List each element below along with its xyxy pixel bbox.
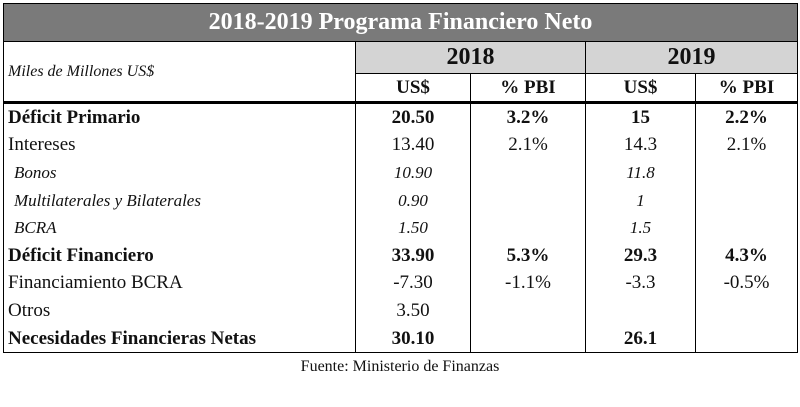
year-header: 2019 [584,41,799,74]
table-cell [470,297,586,325]
table-cell: 11.8 [585,159,696,187]
column-header: US$ [355,73,471,104]
source-note: Fuente: Ministerio de Finanzas [300,358,500,375]
table-cell: 10.90 [355,159,471,187]
row-label: BCRA [3,214,356,242]
table-cell: 26.1 [585,324,696,354]
table-cell: -3.3 [585,269,696,298]
table-cell: 1.5 [585,214,696,242]
table-row: Déficit Financiero 33.90 5.3% 29.3 4.3% [3,241,799,270]
table-cell [470,324,586,354]
table-cell: 15 [585,102,696,132]
row-label: Necesidades Financieras Netas [3,324,356,354]
table-cell [470,186,586,215]
row-label: Multilaterales y Bilaterales [3,186,356,215]
table-cell: 14.3 [585,131,696,160]
row-label: Financiamiento BCRA [3,269,356,298]
column-header: % PBI [470,73,586,104]
table-cell: -1.1% [470,269,586,298]
table-row: BCRA 1.50 1.5 [3,214,799,242]
column-header: US$ [585,73,696,104]
table-title: 2018-2019 Programa Financiero Neto [2,3,799,42]
row-label: Otros [3,297,356,325]
table-cell: 1 [585,186,696,215]
table-row: Multilaterales y Bilaterales 0.90 1 [3,186,799,215]
table-cell [694,186,799,215]
table-cell: 3.2% [470,102,586,132]
table-row: Déficit Primario 20.50 3.2% 15 2.2% [3,102,799,132]
table-cell: 2.2% [694,102,799,132]
unit-label: Miles de Millones US$ [3,41,356,104]
table-cell: 13.40 [355,131,471,160]
table-cell [694,214,799,242]
table-cell [694,324,799,354]
table-row: Financiamiento BCRA -7.30 -1.1% -3.3 -0.5% [3,269,799,298]
row-label: Déficit Financiero [3,241,356,270]
table-cell: 33.90 [355,241,471,270]
table-row: Bonos 10.90 11.8 [3,159,799,187]
table-cell: 30.10 [355,324,471,354]
table-cell: 1.50 [355,214,471,242]
table-cell: 2.1% [470,131,586,160]
table-body: Déficit Primario 20.50 3.2% 15 2.2% Intereses… [3,102,799,354]
table-row: Otros 3.50 [3,297,799,325]
table-row: Intereses 13.40 2.1% 14.3 2.1% [3,131,799,160]
table-cell [470,159,586,187]
row-label: Bonos [3,159,356,187]
table-cell [694,159,799,187]
table-wrap: 2018-2019 Programa Financiero Neto Miles… [2,3,799,354]
table-row: Necesidades Financieras Netas 30.10 26.1 [3,324,799,354]
year-header: 2018 [355,41,586,74]
finance-table: 2018-2019 Programa Financiero Neto Miles… [2,3,799,354]
table-cell: 0.90 [355,186,471,215]
table-cell: 5.3% [470,241,586,270]
table-cell [470,214,586,242]
table-cell: -0.5% [694,269,799,298]
table-cell: 3.50 [355,297,471,325]
row-label: Déficit Primario [3,102,356,132]
table-cell [694,297,799,325]
table-cell: -7.30 [355,269,471,298]
table-cell: 20.50 [355,102,471,132]
table-cell: 4.3% [694,241,799,270]
table-cell: 2.1% [694,131,799,160]
column-header: % PBI [694,73,799,104]
table-cell: 29.3 [585,241,696,270]
table-cell [585,297,696,325]
row-label: Intereses [3,131,356,160]
